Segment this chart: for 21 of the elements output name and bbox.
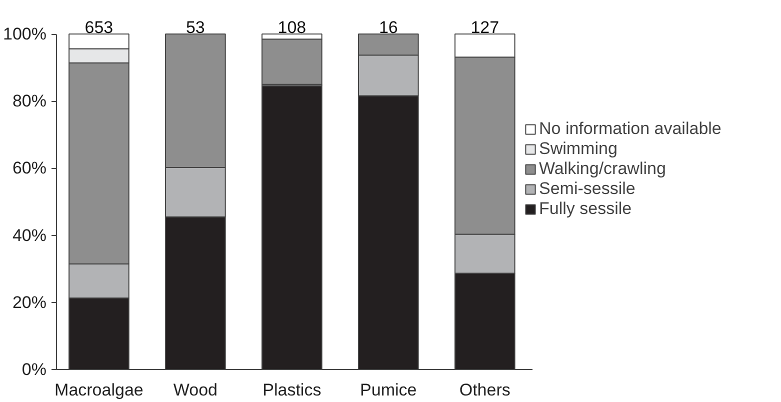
legend-label: Semi-sessile bbox=[539, 179, 636, 199]
y-tick-label: 20% bbox=[12, 292, 47, 312]
annotation: 653 bbox=[84, 18, 114, 38]
x-tick-label: Wood bbox=[173, 380, 218, 400]
x-tick-label: Plastics bbox=[262, 380, 322, 400]
legend-label: Swimming bbox=[539, 139, 618, 159]
x-tick-label: Macroalgae bbox=[54, 380, 144, 400]
y-tick-label: 80% bbox=[12, 92, 47, 111]
annotation: 16 bbox=[378, 18, 398, 38]
legend-label: No information available bbox=[539, 119, 722, 139]
y-tick-label: 40% bbox=[12, 226, 47, 245]
annotation: 53 bbox=[186, 18, 205, 38]
legend-label: Walking/crawling bbox=[539, 159, 666, 179]
x-tick-label: Others bbox=[459, 380, 510, 400]
x-tick-label: Pumice bbox=[360, 380, 417, 400]
y-tick-label: 0% bbox=[22, 360, 47, 379]
legend-label: Fully sessile bbox=[539, 199, 632, 219]
annotation: 108 bbox=[278, 18, 306, 38]
y-tick-label: 60% bbox=[12, 158, 47, 178]
y-tick-label: 100% bbox=[3, 24, 47, 44]
annotation: 127 bbox=[470, 18, 500, 38]
